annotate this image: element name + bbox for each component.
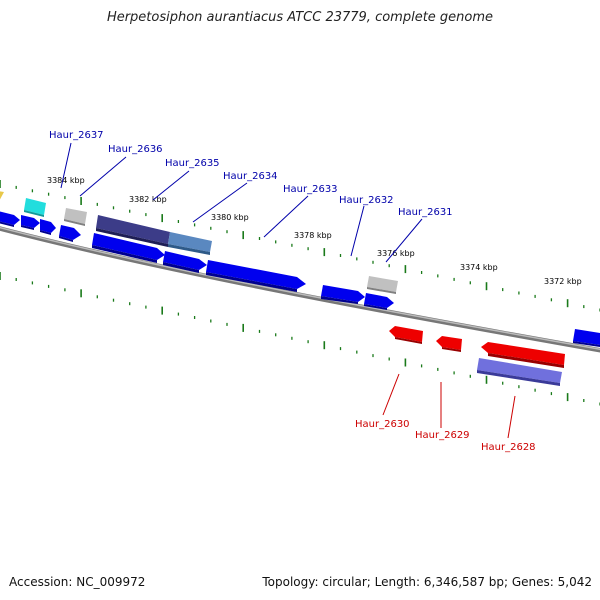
gene-arrow[interactable] xyxy=(206,260,306,289)
reverse-strand-genes xyxy=(389,326,565,386)
gene-box[interactable] xyxy=(168,244,210,255)
gene-label-haur-2628[interactable]: Haur_2628 xyxy=(481,442,536,453)
tick-label-3372: 3372 kbp xyxy=(544,277,582,286)
tick-label-3382: 3382 kbp xyxy=(129,195,167,204)
outer-tick-ring xyxy=(0,180,600,312)
genome-title: Herpetosiphon aurantiacus ATCC 23779, co… xyxy=(106,10,494,25)
leader-line xyxy=(79,156,127,197)
leader-line xyxy=(382,373,400,416)
inner-tick-ring xyxy=(0,272,600,406)
gene-box[interactable] xyxy=(367,287,396,294)
gene-arrow[interactable] xyxy=(436,336,462,350)
gene-label-haur-2631[interactable]: Haur_2631 xyxy=(398,207,453,218)
tick-label-3376: 3376 kbp xyxy=(377,249,415,258)
leader-line xyxy=(385,218,423,263)
genome-summary-text: Topology: circular; Length: 6,346,587 bp… xyxy=(262,575,592,589)
gene-label-haur-2629[interactable]: Haur_2629 xyxy=(415,430,470,441)
gene-arrow[interactable] xyxy=(92,233,165,260)
gene-arrow[interactable] xyxy=(40,230,51,235)
gene-box[interactable] xyxy=(64,219,85,226)
gene-label-haur-2637[interactable]: Haur_2637 xyxy=(49,130,104,141)
leader-line xyxy=(263,195,309,238)
gene-box[interactable] xyxy=(367,276,398,292)
gene-arrow[interactable] xyxy=(442,347,461,352)
gene-arrow[interactable] xyxy=(573,329,600,345)
reverse-leader-lines xyxy=(382,373,516,439)
genome-backbone-highlight xyxy=(0,226,600,350)
gene-arrow[interactable] xyxy=(92,245,157,263)
leader-line xyxy=(192,182,248,223)
gene-arrow[interactable] xyxy=(395,337,422,344)
forward-leader-lines xyxy=(60,142,423,263)
gene-box[interactable] xyxy=(64,208,87,224)
leader-line xyxy=(507,395,516,439)
tick-label-3380: 3380 kbp xyxy=(211,213,249,222)
gene-box[interactable] xyxy=(0,191,4,203)
gene-label-haur-2636[interactable]: Haur_2636 xyxy=(108,144,163,155)
gene-arrow[interactable] xyxy=(364,293,394,308)
gene-arrow[interactable] xyxy=(389,326,423,342)
gene-box[interactable] xyxy=(96,228,168,247)
genome-backbone xyxy=(0,226,600,353)
gene-arrow[interactable] xyxy=(481,342,565,365)
gene-arrow[interactable] xyxy=(40,219,56,233)
gene-arrow[interactable] xyxy=(21,215,40,228)
forward-strand-genes xyxy=(0,211,600,347)
gene-label-haur-2633[interactable]: Haur_2633 xyxy=(283,184,338,195)
leader-line xyxy=(350,205,365,257)
gene-label-haur-2632[interactable]: Haur_2632 xyxy=(339,195,394,206)
tick-label-3374: 3374 kbp xyxy=(460,263,498,272)
gene-box[interactable] xyxy=(96,215,170,244)
gene-arrow[interactable] xyxy=(321,296,358,304)
gene-label-haur-2634[interactable]: Haur_2634 xyxy=(223,171,278,182)
tick-label-3378: 3378 kbp xyxy=(294,231,332,240)
gene-arrow[interactable] xyxy=(0,221,14,227)
gene-box[interactable] xyxy=(477,370,560,386)
tick-label-3384: 3384 kbp xyxy=(47,176,85,185)
gene-arrow[interactable] xyxy=(488,353,564,368)
leader-line xyxy=(152,170,190,201)
gene-arrow[interactable] xyxy=(163,251,207,270)
gene-arrow[interactable] xyxy=(21,225,34,230)
gene-box[interactable] xyxy=(24,198,46,215)
gene-arrow[interactable] xyxy=(364,304,387,310)
accession-text: Accession: NC_009972 xyxy=(9,575,146,589)
gene-box[interactable] xyxy=(477,358,562,383)
gene-arrow[interactable] xyxy=(321,285,365,302)
gene-box[interactable] xyxy=(24,210,44,217)
outer-row-features xyxy=(0,191,398,294)
gene-arrow[interactable] xyxy=(573,341,600,347)
gene-arrow[interactable] xyxy=(0,211,20,225)
gene-arrow[interactable] xyxy=(59,236,73,242)
gene-arrow[interactable] xyxy=(163,262,199,273)
gene-arrow[interactable] xyxy=(206,272,297,292)
gene-box[interactable] xyxy=(168,232,212,252)
gene-label-haur-2630[interactable]: Haur_2630 xyxy=(355,419,410,430)
gene-label-haur-2635[interactable]: Haur_2635 xyxy=(165,158,220,169)
leader-line xyxy=(60,142,72,189)
gene-arrow[interactable] xyxy=(59,225,81,240)
